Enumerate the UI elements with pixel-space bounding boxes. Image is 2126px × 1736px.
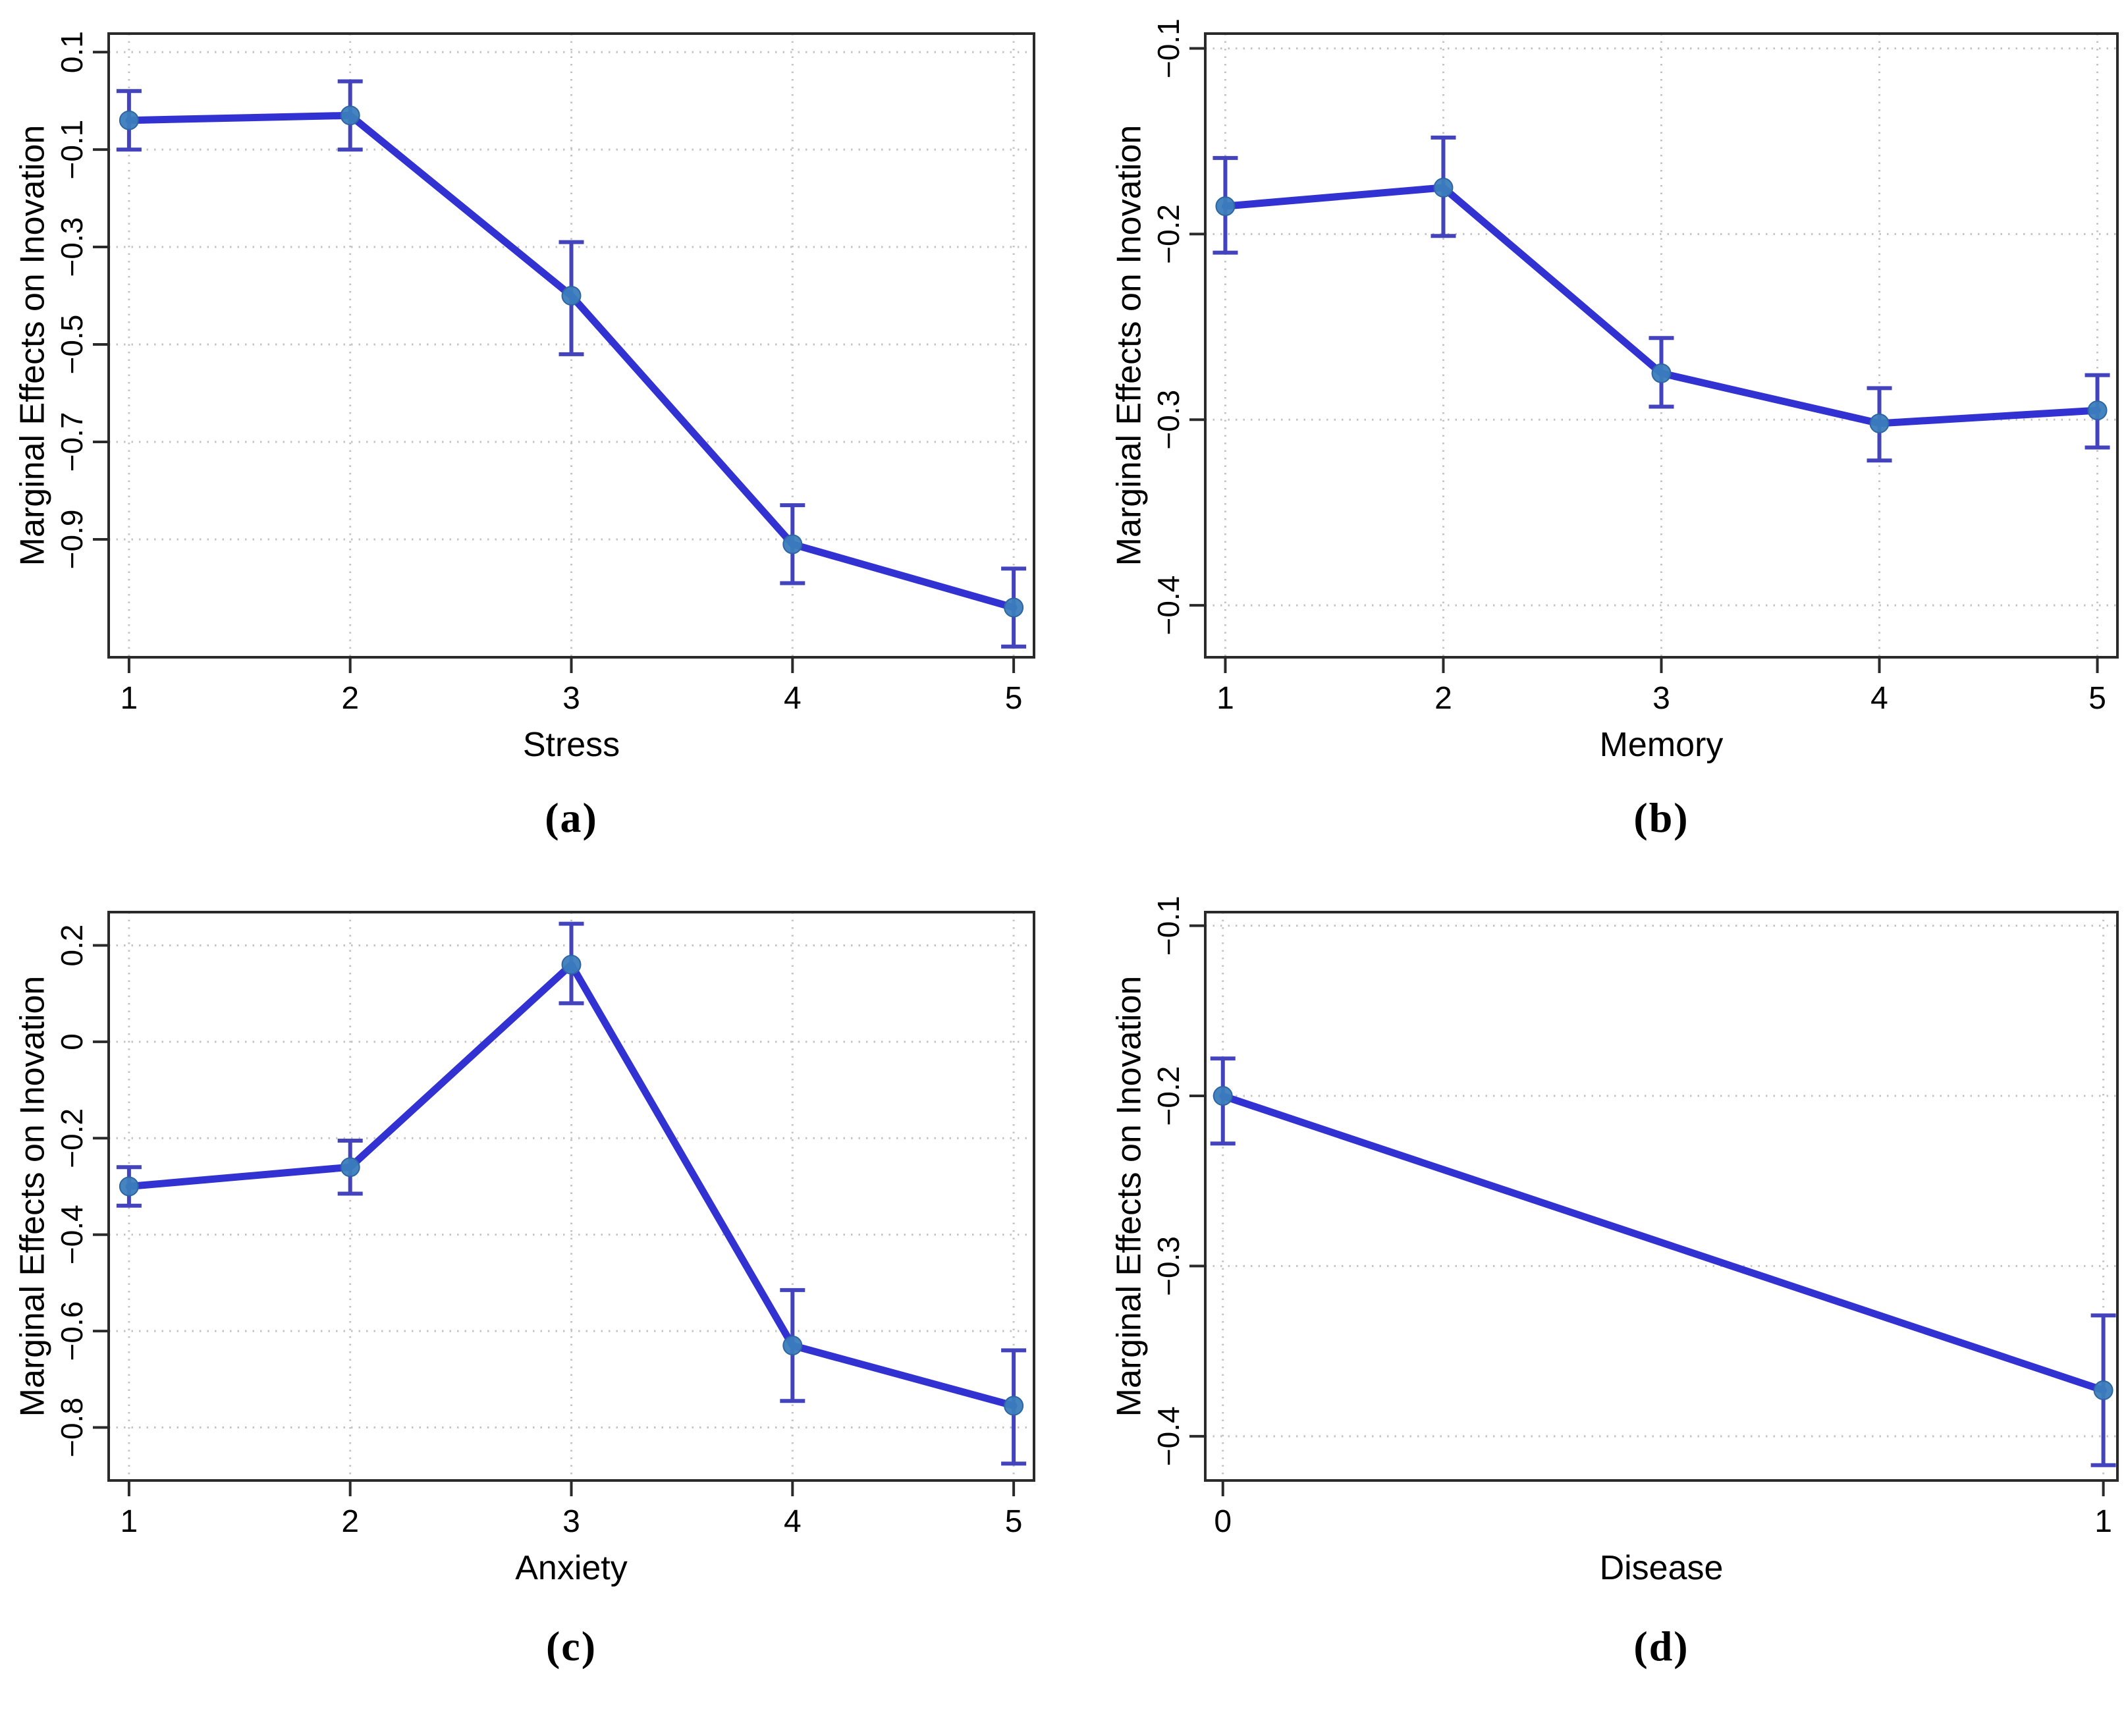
- panel-c: 0.2 0 −0.2 −0.4 −0.6 −0.8 1 2 3 4 5 Anxiety Marginal…: [0, 868, 1063, 1736]
- y-tick-label: 0.1: [55, 31, 89, 73]
- x-tick-label: 1: [2094, 1504, 2112, 1539]
- x-axis-title: Anxiety: [515, 1549, 628, 1587]
- x-tick-label: 5: [1005, 1504, 1023, 1539]
- data-point-marker: [119, 110, 139, 130]
- data-point-marker: [2093, 1380, 2113, 1401]
- y-tick-label: −0.4: [1151, 576, 1186, 636]
- x-tick-label: 5: [1005, 681, 1023, 716]
- y-tick-label: −0.4: [1151, 1406, 1186, 1466]
- data-point-marker: [1004, 1396, 1024, 1416]
- y-tick-label: −0.1: [1151, 18, 1186, 78]
- panel-a: 0.1 −0.1 −0.3 −0.5 −0.7 −0.9 1 2 3 4 5 Stress Margin…: [0, 0, 1063, 868]
- y-tick-label: −0.1: [55, 120, 89, 180]
- y-tick-label: −0.8: [55, 1397, 89, 1457]
- panel-b-plot: −0.1 −0.2 −0.3 −0.4 1 2 3 4 5 Memory Marginal Effe…: [1110, 18, 2119, 764]
- y-tick-label: 0: [55, 1033, 89, 1050]
- y-axis-title: Marginal Effects on Inovation: [14, 976, 52, 1417]
- y-tick-label: −0.9: [55, 510, 89, 570]
- data-point-marker: [1869, 413, 1890, 433]
- y-tick-label: 0.2: [55, 925, 89, 967]
- y-tick-label: −0.2: [55, 1108, 89, 1168]
- x-tick-label: 3: [1652, 681, 1670, 716]
- x-tick-label: 4: [784, 1504, 802, 1539]
- caption-b: (b): [1633, 794, 1689, 841]
- x-tick-label: 1: [121, 681, 138, 716]
- y-tick-label: −0.1: [1151, 896, 1186, 956]
- y-axis-title: Marginal Effects on Inovation: [1110, 976, 1149, 1417]
- data-point-marker: [340, 1157, 360, 1178]
- x-tick-label: 1: [1216, 681, 1234, 716]
- x-tick-label: 3: [562, 681, 580, 716]
- x-tick-label: 4: [1870, 681, 1888, 716]
- x-tick-label: 0: [1214, 1504, 1232, 1539]
- caption-c: (c): [545, 1623, 597, 1669]
- x-tick-label: 5: [2088, 681, 2106, 716]
- y-tick-label: −0.5: [55, 315, 89, 375]
- data-point-marker: [340, 105, 360, 126]
- x-axis-title: Disease: [1600, 1549, 1724, 1587]
- y-axis-title: Marginal Effects on Inovation: [1110, 125, 1149, 566]
- data-point-marker: [1004, 597, 1024, 618]
- x-tick-label: 4: [784, 681, 802, 716]
- x-tick-label: 1: [121, 1504, 138, 1539]
- x-tick-label: 2: [341, 1504, 359, 1539]
- y-axis-title: Marginal Effects on Inovation: [14, 125, 52, 566]
- x-tick-label: 2: [1434, 681, 1452, 716]
- panel-c-plot: 0.2 0 −0.2 −0.4 −0.6 −0.8 1 2 3 4 5 Anxiety Marginal…: [14, 911, 1035, 1587]
- plot-border: [1204, 911, 2119, 1482]
- x-axis-title: Stress: [523, 726, 620, 764]
- data-point-marker: [1213, 1086, 1233, 1106]
- panel-b: −0.1 −0.2 −0.3 −0.4 1 2 3 4 5 Memory Marginal Effe…: [1063, 0, 2126, 868]
- y-tick-label: −0.3: [55, 217, 89, 277]
- y-tick-label: −0.2: [1151, 1066, 1186, 1126]
- y-tick-label: −0.4: [55, 1205, 89, 1264]
- y-tick-label: −0.7: [55, 412, 89, 472]
- x-axis-title: Memory: [1600, 726, 1724, 764]
- data-point-marker: [119, 1176, 139, 1197]
- x-tick-label: 2: [341, 681, 359, 716]
- panel-d: −0.1 −0.2 −0.3 −0.4 0 1 Disease Marginal Effect…: [1063, 868, 2126, 1736]
- panel-a-plot: 0.1 −0.1 −0.3 −0.5 −0.7 −0.9 1 2 3 4 5 Stress Margin…: [14, 31, 1035, 764]
- x-tick-label: 3: [562, 1504, 580, 1539]
- data-point-marker: [1433, 177, 1454, 198]
- series-line: [1219, 1092, 2108, 1394]
- y-tick-label: −0.3: [1151, 1236, 1186, 1296]
- data-point-marker: [561, 954, 582, 975]
- data-point-marker: [782, 534, 803, 555]
- data-point-marker: [2087, 400, 2108, 421]
- caption-d: (d): [1633, 1623, 1689, 1669]
- data-point-marker: [1215, 196, 1236, 217]
- y-tick-label: −0.3: [1151, 390, 1186, 450]
- data-point-marker: [1651, 363, 1672, 383]
- caption-a: (a): [545, 794, 598, 841]
- panel-d-plot: −0.1 −0.2 −0.3 −0.4 0 1 Disease Marginal Effect…: [1110, 896, 2119, 1587]
- y-tick-label: −0.6: [55, 1301, 89, 1361]
- data-point-marker: [561, 286, 582, 306]
- data-point-marker: [782, 1336, 803, 1356]
- y-tick-label: −0.2: [1151, 204, 1186, 264]
